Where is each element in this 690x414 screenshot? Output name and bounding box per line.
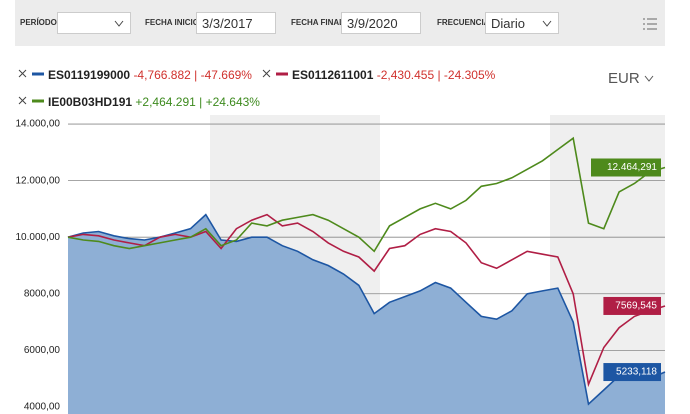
line [67,136,666,253]
end-label-box [603,296,661,315]
legend-item: ES0119199000 [18,68,133,82]
y-tick-label: 6000,00 [24,345,61,356]
legend-icon[interactable] [18,69,48,79]
toolbar: PERÍODO FECHA INICIO 3/3/2017 FECHA FINA… [15,0,665,46]
series-name: ES0119199000 [48,68,131,82]
y-tick-label: 10.000,00 [16,232,61,243]
label: FRECUENCIA [437,18,490,27]
frequency-select[interactable]: Diario [485,12,559,34]
area [68,214,665,414]
label: FECHA INICIO [145,18,199,27]
y-tick-label: 8000,00 [24,288,61,299]
series-name: IE00B03HD191 [48,95,133,109]
series-change: -4,766.882 | -47.669% [133,68,252,82]
end-label: 12.464,291 [607,162,657,173]
series-change: +2,464.291 | +24.643% [135,95,260,109]
legend: ES0119199000 -4,766.882 | -47.669% ES0112… [18,62,598,116]
legend-icon[interactable] [18,96,48,106]
label: PERÍODO [20,18,57,27]
end-label-box [603,363,661,382]
legend-icon[interactable] [262,69,292,79]
series-change: -2,430.455 | -24.305% [376,68,496,82]
legend-item: IE00B03HD191 [18,95,135,109]
end-date[interactable]: 3/9/2020 [341,12,421,34]
frequency-value: Diario [491,16,525,31]
line [67,213,666,388]
start-date[interactable]: 3/3/2017 [196,12,276,34]
label: FECHA FINAL [291,18,345,27]
y-tick-label: 4000,00 [24,402,61,413]
y-tick-label: 12.000,00 [16,175,61,186]
series-name: ES0112611001 [291,68,374,82]
currency: EUR [608,70,640,87]
end-label: 7569,545 [615,301,657,312]
end-label: 5233,118 [616,367,657,378]
legend-item: ES0112611001 [262,68,377,82]
menu-icon[interactable] [643,18,657,30]
currency-select[interactable]: EUR [608,70,654,87]
period-select[interactable] [57,12,131,34]
end-label-box [591,158,661,177]
y-tick-label: 14.000,00 [16,119,61,130]
